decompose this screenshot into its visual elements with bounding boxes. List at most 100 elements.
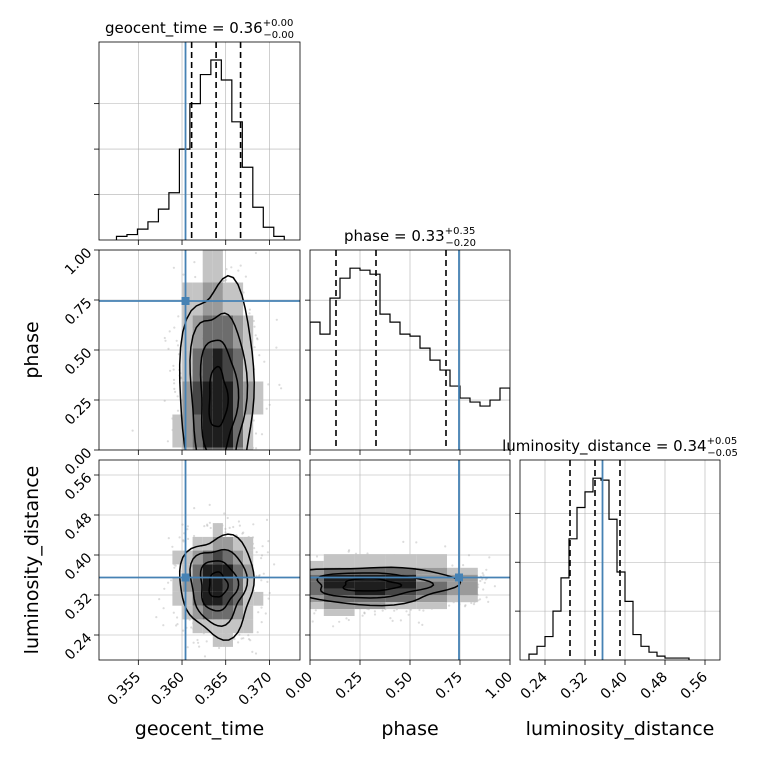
joint-panel-geocent_time-phase-scatter-point [229,455,231,457]
joint-panel-geocent_time-phase-scatter-point [172,266,175,269]
joint-panel-geocent_time-phase-scatter-point [244,275,247,278]
joint-panel-phase-luminosity_distance-scatter-point [417,621,420,624]
joint-panel-geocent_time-luminosity_distance-scatter-point [242,637,245,640]
joint-panel-phase-luminosity_distance-scatter-point [264,583,266,585]
joint-panel-phase-luminosity_distance-density-cell [323,602,355,610]
joint-panel-geocent_time-phase-scatter-point [191,497,193,499]
joint-panel-phase-luminosity_distance [263,459,511,661]
joint-panel-phase-luminosity_distance-scatter-point [373,610,376,613]
xtick-label-geocent_time-0: 0.355 [105,669,145,709]
ytick-label-phase-2: 0.50 [62,345,95,378]
joint-panel-geocent_time-phase-scatter-point [250,466,252,468]
xtick-label-luminosity_distance-1: 0.32 [558,669,591,702]
joint-panel-phase-luminosity_distance-density-cell [416,581,447,589]
joint-panel-geocent_time-phase-scatter-point [231,505,233,507]
joint-panel-phase-luminosity_distance-scatter-point [276,603,278,605]
joint-panel-geocent_time-phase-scatter-point [226,461,228,463]
joint-panel-geocent_time-phase-scatter-point [245,490,247,492]
joint-panel-geocent_time-phase-scatter-point [219,512,221,514]
joint-panel-phase-luminosity_distance-scatter-point [273,587,275,589]
joint-panel-geocent_time-phase-scatter-point [248,478,250,480]
joint-panel-phase-luminosity_distance-scatter-point [263,587,265,589]
joint-panel-geocent_time-phase-scatter-point [216,489,218,491]
ytick-label-luminosity_distance-0: 0.24 [62,630,95,663]
joint-panel-geocent_time-luminosity_distance-scatter-point [196,638,199,642]
joint-panel-phase-luminosity_distance-scatter-point [304,563,306,565]
joint-panel-geocent_time-luminosity_distance-scatter-point [167,581,170,584]
joint-panel-geocent_time-luminosity_distance-scatter-point [273,563,276,566]
joint-panel-geocent_time-phase-density-cell [233,481,243,514]
joint-panel-geocent_time-phase-scatter-point [245,486,247,488]
joint-panel-geocent_time-phase-scatter-point [174,390,177,393]
joint-panel-geocent_time-luminosity_distance-scatter-point [182,539,185,542]
joint-panel-geocent_time-phase-scatter-point [260,433,264,436]
joint-panel-phase-luminosity_distance-density-cell [323,609,355,616]
joint-panel-geocent_time-phase-density-cell [222,414,233,448]
hist-title-phase: phase = 0.33+0.35 −0.20 [344,226,476,249]
joint-panel-geocent_time-luminosity_distance-scatter-point [262,572,265,575]
joint-panel-geocent_time-phase-scatter-point [208,475,210,477]
joint-panel-geocent_time-phase-scatter-point [198,466,200,468]
joint-panel-geocent_time-phase-scatter-point [266,454,268,456]
joint-panel-geocent_time-phase-scatter-point [254,334,257,337]
joint-panel-geocent_time-phase-scatter-point [202,462,204,464]
joint-panel-geocent_time-phase-density-cell [202,414,213,448]
joint-panel-geocent_time-phase-scatter-point [167,347,170,350]
ytick-label-phase-1: 0.25 [62,395,95,428]
joint-panel-geocent_time-phase-scatter-point [278,383,281,386]
joint-panel-phase-luminosity_distance-scatter-point [275,568,277,570]
joint-panel-geocent_time-phase-scatter-point [201,487,203,489]
joint-panel-geocent_time-luminosity_distance-scatter-point [223,512,226,515]
joint-panel-geocent_time-phase-scatter-point [262,534,264,536]
joint-panel-geocent_time-luminosity_distance-density-cell [222,564,233,579]
joint-panel-geocent_time-phase-scatter-point [251,479,253,481]
joint-panel-geocent_time-phase-scatter-point [229,492,231,494]
joint-panel-phase-luminosity_distance-scatter-point [300,589,302,591]
xtick-label-phase-2: 0.50 [383,669,416,702]
joint-panel-geocent_time-luminosity_distance-density-cell [202,591,213,606]
joint-panel-geocent_time-luminosity_distance-scatter-point [241,532,244,535]
joint-panel-geocent_time-luminosity_distance-scatter-point [240,637,243,640]
joint-panel-geocent_time-luminosity_distance-contour-2 [199,560,240,612]
joint-panel-geocent_time-phase-scatter-point [206,456,208,458]
joint-panel-geocent_time-phase-scatter-point [213,472,215,474]
joint-panel-geocent_time-phase-density-cell [192,381,203,415]
joint-panel-geocent_time-phase-scatter-point [215,495,217,497]
joint-panel-phase-luminosity_distance-scatter-point [270,581,272,583]
joint-panel-geocent_time-phase-scatter-point [215,499,217,501]
joint-panel-geocent_time-phase-density-cell [202,348,213,382]
joint-panel-geocent_time-phase-scatter-point [253,461,255,463]
joint-panel-geocent_time-phase-scatter-point [248,308,251,311]
joint-panel-geocent_time-phase-scatter-point [223,496,225,498]
hist-title-luminosity_distance: luminosity_distance = 0.34+0.05 −0.05 [502,436,738,459]
joint-panel-phase-luminosity_distance-density-cell [323,595,355,603]
joint-panel-geocent_time-phase-scatter-point [249,496,251,498]
joint-panel-geocent_time-phase-scatter-point [231,481,233,483]
joint-panel-geocent_time-phase-scatter-point [204,452,206,454]
joint-panel-geocent_time-luminosity_distance-scatter-point [224,527,227,531]
joint-panel-geocent_time-luminosity_distance-scatter-point [255,551,258,554]
joint-panel-geocent_time-luminosity_distance-density-cell [202,578,213,592]
joint-panel-geocent_time-luminosity_distance-scatter-point [176,616,179,619]
joint-panel-geocent_time-phase-scatter-point [234,482,236,484]
joint-panel-phase-luminosity_distance-scatter-point [313,612,316,615]
joint-panel-geocent_time-luminosity_distance-scatter-point [162,624,165,627]
joint-panel-geocent_time-phase-scatter-point [238,468,240,470]
joint-panel-geocent_time-phase-density-cell [182,381,193,415]
joint-panel-phase-luminosity_distance-scatter-point [294,583,296,585]
joint-panel-geocent_time-phase-density-cell [243,447,254,450]
joint-panel-geocent_time-phase-scatter-point [166,440,169,443]
joint-panel-geocent_time-phase-scatter-point [189,472,191,474]
joint-panel-geocent_time-phase-scatter-point [268,403,271,406]
joint-panel-geocent_time-phase-scatter-point [221,499,223,501]
joint-panel-geocent_time-luminosity_distance-density-cell [172,591,183,606]
joint-panel-geocent_time-phase-scatter-point [223,485,225,487]
joint-panel-geocent_time-phase-density-cell [202,315,213,349]
joint-panel-geocent_time-phase-scatter-point [197,223,199,225]
joint-panel-geocent_time-luminosity_distance-scatter-point [260,621,263,624]
joint-panel-geocent_time-phase-density-cell [222,447,233,450]
joint-panel-phase-luminosity_distance-scatter-point [314,609,317,612]
xtick-label-luminosity_distance-3: 0.48 [638,669,671,702]
joint-panel-geocent_time-phase-scatter-point [168,330,171,333]
joint-panel-phase-luminosity_distance-density-cell [310,602,324,610]
